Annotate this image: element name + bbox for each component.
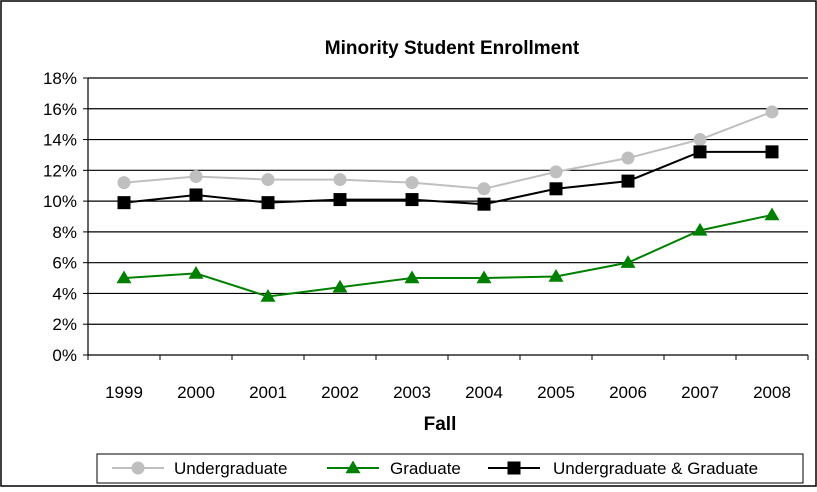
data-point-undergraduate-and-graduate (405, 193, 419, 207)
x-tick-labels: 1999 2000 2001 2002 2003 2004 2005 2006 2007 2008 (105, 383, 791, 402)
data-point-graduate (620, 255, 636, 268)
y-tick-label: 0% (52, 346, 77, 365)
data-point-undergraduate (333, 173, 347, 187)
data-point-undergraduate (189, 169, 203, 183)
legend-item-graduate: Graduate (327, 459, 461, 478)
y-tick-label: 4% (52, 284, 77, 303)
y-tick-label: 6% (52, 254, 77, 273)
y-tick-label: 2% (52, 315, 77, 334)
series-undergraduate (117, 105, 779, 196)
legend-label: Undergraduate (174, 459, 287, 478)
data-point-graduate (476, 270, 492, 284)
x-tick-label: 2005 (537, 383, 575, 402)
x-tick-label: 2000 (177, 383, 215, 402)
data-point-undergraduate (693, 133, 707, 147)
y-tick-label: 16% (43, 100, 77, 119)
data-point-undergraduate-and-graduate (189, 188, 203, 202)
series-graduate (116, 207, 780, 302)
data-point-undergraduate (261, 173, 275, 187)
axes (83, 77, 809, 360)
data-point-undergraduate-and-graduate (477, 197, 491, 211)
data-point-graduate (260, 289, 276, 302)
x-tick-label: 2004 (465, 383, 503, 402)
y-tick-label: 10% (43, 192, 77, 211)
series-line-graduate (123, 213, 773, 298)
data-point-graduate (764, 207, 780, 221)
x-tick-label: 2003 (393, 383, 431, 402)
series-undergraduate-and-graduate (117, 145, 779, 211)
data-point-undergraduate-and-graduate (117, 196, 131, 210)
legend-marker (507, 461, 521, 475)
data-point-graduate (332, 279, 348, 293)
data-point-graduate (404, 270, 420, 284)
x-tick-label: 2001 (249, 383, 287, 402)
data-point-undergraduate-and-graduate (333, 193, 347, 207)
data-point-undergraduate (117, 176, 131, 190)
x-tick-label: 1999 (105, 383, 143, 402)
data-point-undergraduate-and-graduate (549, 182, 563, 196)
series-line-undergraduate (123, 110, 773, 190)
chart-title: Minority Student Enrollment (325, 38, 580, 59)
x-tick-label: 2002 (321, 383, 359, 402)
data-point-undergraduate (405, 176, 419, 190)
y-tick-label: 14% (43, 131, 77, 150)
x-axis-label: Fall (424, 414, 457, 435)
data-point-undergraduate-and-graduate (693, 145, 707, 159)
series-layer (116, 105, 780, 302)
legend-item-undergraduate: Undergraduate (112, 459, 287, 478)
legend-marker (345, 460, 361, 474)
y-tick-labels: 0% 2% 4% 6% 8% 10% 12% 14% 16% 18% (43, 69, 77, 365)
x-tick-label: 2008 (753, 383, 791, 402)
data-point-undergraduate (765, 105, 779, 119)
x-tick-label: 2007 (681, 383, 719, 402)
data-point-graduate (692, 222, 708, 236)
legend-label: Undergraduate & Graduate (553, 459, 758, 478)
y-tick-label: 18% (43, 69, 77, 88)
data-point-undergraduate (549, 165, 563, 179)
y-tick-label: 12% (43, 161, 77, 180)
series-line-undergraduate-and-graduate (123, 150, 772, 206)
y-tick-label: 8% (52, 223, 77, 242)
legend-marker (131, 461, 145, 475)
data-point-graduate (116, 270, 132, 284)
data-point-undergraduate (477, 182, 491, 196)
x-tick-label: 2006 (609, 383, 647, 402)
legend-label: Graduate (390, 459, 461, 478)
data-point-undergraduate-and-graduate (261, 196, 275, 210)
legend-item-undergraduate-and-graduate: Undergraduate & Graduate (488, 459, 758, 478)
data-point-undergraduate-and-graduate (765, 145, 779, 159)
data-point-graduate (548, 269, 564, 282)
legend: Undergraduate Graduate Undergraduate & Gra… (112, 459, 758, 478)
data-point-undergraduate (621, 151, 635, 165)
legend-box (96, 453, 804, 484)
data-point-graduate (188, 265, 204, 279)
data-point-undergraduate-and-graduate (621, 174, 635, 188)
